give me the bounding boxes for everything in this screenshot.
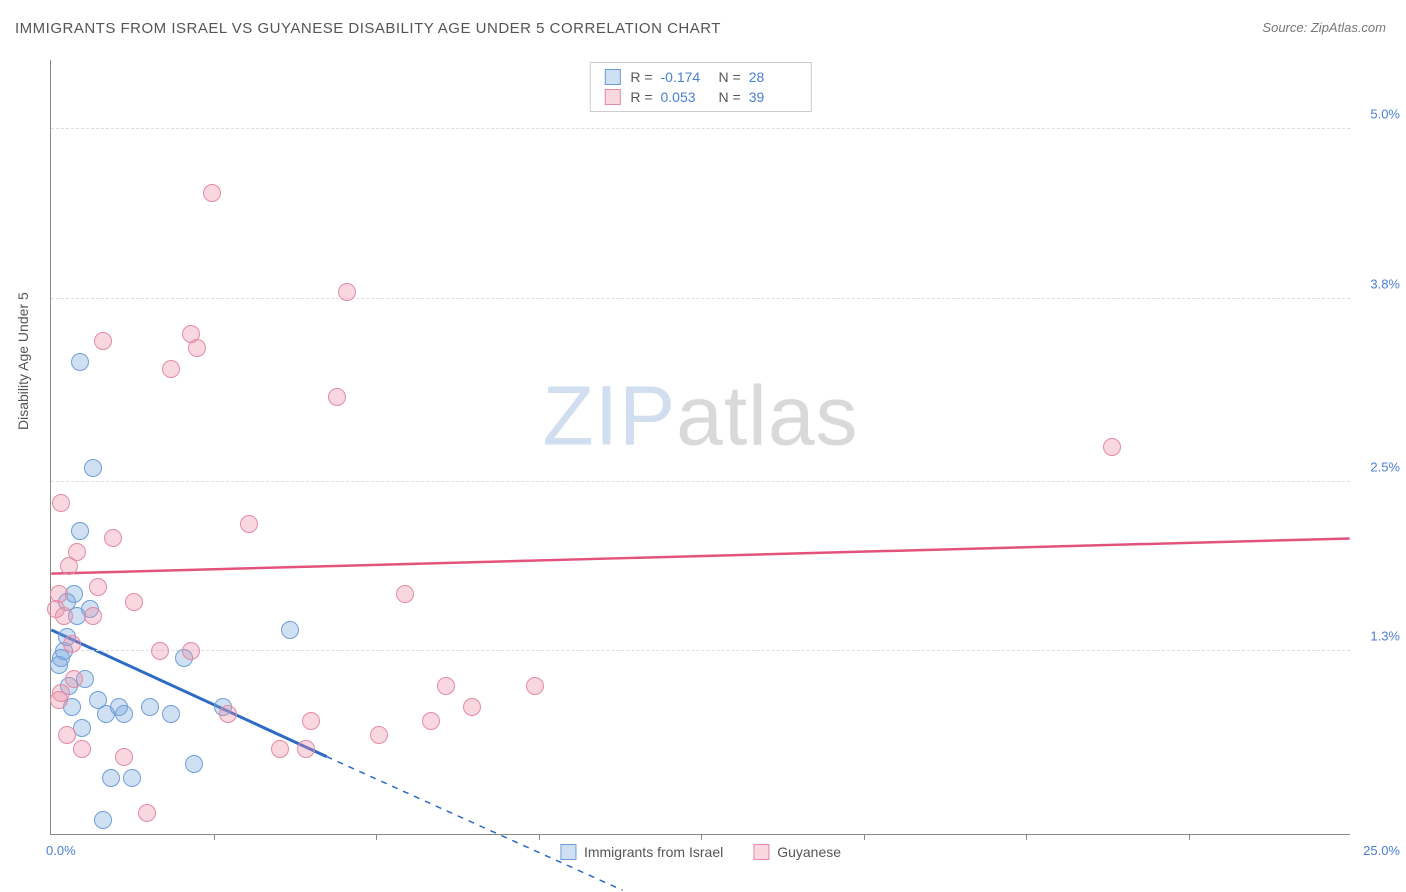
r-value: -0.174 bbox=[661, 69, 709, 85]
data-point-israel bbox=[94, 811, 112, 829]
data-point-guyanese bbox=[219, 705, 237, 723]
x-tick bbox=[1026, 834, 1027, 840]
legend-label: Immigrants from Israel bbox=[584, 844, 723, 860]
y-tick-label: 1.3% bbox=[1355, 628, 1400, 643]
y-tick-label: 3.8% bbox=[1355, 276, 1400, 291]
data-point-guyanese bbox=[115, 748, 133, 766]
x-axis-min-label: 0.0% bbox=[46, 843, 76, 858]
watermark-atlas: atlas bbox=[676, 369, 858, 463]
x-tick bbox=[701, 834, 702, 840]
data-point-guyanese bbox=[328, 388, 346, 406]
data-point-israel bbox=[102, 769, 120, 787]
y-axis-label: Disability Age Under 5 bbox=[15, 292, 31, 430]
y-tick-label: 2.5% bbox=[1355, 459, 1400, 474]
gridline bbox=[51, 298, 1350, 299]
data-point-guyanese bbox=[188, 339, 206, 357]
data-point-israel bbox=[115, 705, 133, 723]
data-point-guyanese bbox=[422, 712, 440, 730]
n-value: 39 bbox=[749, 89, 797, 105]
watermark: ZIPatlas bbox=[542, 368, 858, 465]
data-point-guyanese bbox=[65, 670, 83, 688]
trend-line-guyanese bbox=[51, 538, 1349, 573]
data-point-guyanese bbox=[203, 184, 221, 202]
r-label: R = bbox=[630, 69, 652, 85]
n-value: 28 bbox=[749, 69, 797, 85]
data-point-israel bbox=[71, 522, 89, 540]
data-point-israel bbox=[185, 755, 203, 773]
series-legend: Immigrants from Israel Guyanese bbox=[560, 844, 841, 860]
data-point-israel bbox=[65, 585, 83, 603]
source-value: ZipAtlas.com bbox=[1311, 20, 1386, 35]
data-point-guyanese bbox=[50, 691, 68, 709]
data-point-guyanese bbox=[240, 515, 258, 533]
data-point-guyanese bbox=[89, 578, 107, 596]
stats-row-israel: R = -0.174 N = 28 bbox=[590, 67, 810, 87]
r-value: 0.053 bbox=[661, 89, 709, 105]
legend-swatch-israel bbox=[604, 69, 620, 85]
legend-swatch-israel bbox=[560, 844, 576, 860]
data-point-guyanese bbox=[338, 283, 356, 301]
data-point-guyanese bbox=[55, 607, 73, 625]
r-label: R = bbox=[630, 89, 652, 105]
x-axis-max-label: 25.0% bbox=[1363, 843, 1400, 858]
legend-item-guyanese: Guyanese bbox=[753, 844, 841, 860]
data-point-guyanese bbox=[151, 642, 169, 660]
gridline bbox=[51, 650, 1350, 651]
data-point-israel bbox=[281, 621, 299, 639]
data-point-guyanese bbox=[73, 740, 91, 758]
data-point-guyanese bbox=[463, 698, 481, 716]
y-tick-label: 5.0% bbox=[1355, 107, 1400, 122]
data-point-guyanese bbox=[370, 726, 388, 744]
data-point-guyanese bbox=[94, 332, 112, 350]
legend-item-israel: Immigrants from Israel bbox=[560, 844, 723, 860]
trend-lines-layer bbox=[51, 60, 1350, 834]
data-point-guyanese bbox=[1103, 438, 1121, 456]
data-point-israel bbox=[73, 719, 91, 737]
x-tick bbox=[864, 834, 865, 840]
source-label: Source: bbox=[1262, 20, 1307, 35]
gridline bbox=[51, 481, 1350, 482]
x-tick bbox=[214, 834, 215, 840]
data-point-guyanese bbox=[297, 740, 315, 758]
data-point-israel bbox=[141, 698, 159, 716]
scatter-plot: ZIPatlas R = -0.174 N = 28 R = 0.053 N = 39 0.0… bbox=[50, 60, 1350, 835]
data-point-israel bbox=[162, 705, 180, 723]
data-point-israel bbox=[123, 769, 141, 787]
data-point-guyanese bbox=[271, 740, 289, 758]
watermark-zip: ZIP bbox=[542, 369, 676, 463]
correlation-stats-legend: R = -0.174 N = 28 R = 0.053 N = 39 bbox=[589, 62, 811, 112]
data-point-israel bbox=[84, 459, 102, 477]
n-label: N = bbox=[719, 89, 741, 105]
data-point-guyanese bbox=[162, 360, 180, 378]
data-point-guyanese bbox=[68, 543, 86, 561]
legend-label: Guyanese bbox=[777, 844, 841, 860]
chart-title: IMMIGRANTS FROM ISRAEL VS GUYANESE DISAB… bbox=[15, 20, 721, 37]
data-point-guyanese bbox=[125, 593, 143, 611]
data-point-guyanese bbox=[63, 635, 81, 653]
data-point-guyanese bbox=[84, 607, 102, 625]
data-point-guyanese bbox=[526, 677, 544, 695]
data-point-guyanese bbox=[52, 494, 70, 512]
data-point-guyanese bbox=[437, 677, 455, 695]
legend-swatch-guyanese bbox=[753, 844, 769, 860]
data-point-guyanese bbox=[396, 585, 414, 603]
data-point-guyanese bbox=[182, 642, 200, 660]
n-label: N = bbox=[719, 69, 741, 85]
x-tick bbox=[376, 834, 377, 840]
data-point-guyanese bbox=[58, 726, 76, 744]
data-point-guyanese bbox=[138, 804, 156, 822]
legend-swatch-guyanese bbox=[604, 89, 620, 105]
data-point-guyanese bbox=[104, 529, 122, 547]
data-point-guyanese bbox=[50, 585, 68, 603]
trend-line-extrapolation-israel bbox=[327, 757, 623, 891]
x-tick bbox=[539, 834, 540, 840]
x-tick bbox=[1189, 834, 1190, 840]
source-attribution: Source: ZipAtlas.com bbox=[1262, 20, 1386, 35]
gridline bbox=[51, 128, 1350, 129]
data-point-guyanese bbox=[302, 712, 320, 730]
data-point-israel bbox=[71, 353, 89, 371]
stats-row-guyanese: R = 0.053 N = 39 bbox=[590, 87, 810, 107]
